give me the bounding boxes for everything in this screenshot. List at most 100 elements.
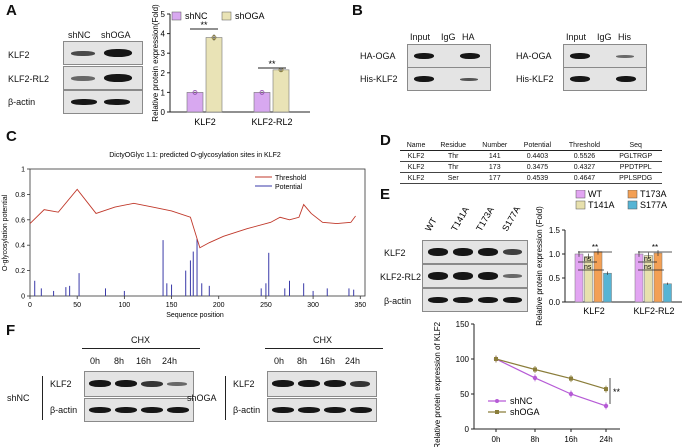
western-blot-strip <box>407 44 491 68</box>
panel-e-lane-labels: WT T141A T173A S177A <box>423 205 522 233</box>
data-point <box>211 35 217 40</box>
y-tick-label: 3 <box>161 49 166 58</box>
western-blot-strip <box>563 44 647 68</box>
panel-label-c: C <box>6 128 17 145</box>
legend-swatch <box>627 200 638 210</box>
time-label: 24h <box>345 356 361 366</box>
table-row: KLF2 Thr 173 0.3475 0.4327 PPDTPPL <box>400 161 662 173</box>
x-tick-label: 0h <box>492 435 501 444</box>
panel-label-d: D <box>380 132 391 149</box>
data-point <box>532 375 538 381</box>
ns-label: ns <box>584 264 592 271</box>
data-point <box>533 367 537 372</box>
significance-label: ** <box>652 243 658 252</box>
bar <box>205 37 223 113</box>
panel-label-a: A <box>6 2 17 19</box>
row-label: KLF2 <box>8 50 30 60</box>
western-blot-strip <box>84 371 194 397</box>
bar <box>593 251 603 303</box>
western-blot-strip <box>422 264 528 288</box>
table-header-row: Name Residue Number Potential Threshold Seq <box>400 140 662 151</box>
x-axis-label: Sequence position <box>166 312 224 319</box>
legend-label: WT <box>588 190 602 199</box>
lane-label: HA <box>462 32 475 42</box>
time-label: 16h <box>320 356 336 366</box>
row-label: HA-OGA <box>516 51 552 61</box>
x-tick-label: 16h <box>564 435 577 444</box>
legend-label: shOGA <box>235 11 265 21</box>
time-label: 0h <box>274 356 285 366</box>
lane-label: His <box>618 32 631 42</box>
legend-label: shOGA <box>510 407 540 417</box>
legend-label: S177A <box>640 200 667 210</box>
threshold-line <box>29 188 356 249</box>
y-tick-label: 5 <box>161 10 166 19</box>
western-blot-strip <box>422 240 528 264</box>
y-tick-label: 0 <box>465 425 470 434</box>
legend-swatch <box>575 200 586 210</box>
bar <box>653 252 663 303</box>
row-label: KLF2-RL2 <box>380 272 422 282</box>
legend-label: Potential <box>275 184 303 191</box>
y-tick-label: 2 <box>161 69 166 78</box>
y-tick-label: 0.2 <box>15 268 25 275</box>
western-blot-strip <box>63 41 143 65</box>
row-label: β-actin <box>8 97 36 107</box>
x-tick-label: 0 <box>28 302 32 309</box>
bar <box>186 92 204 113</box>
legend-label: shNC <box>185 11 208 21</box>
table-row: KLF2 Thr 141 0.4403 0.5526 PGLTRGP <box>400 150 662 162</box>
y-tick-label: 0.6 <box>15 217 25 224</box>
legend-label: T173A <box>640 190 667 199</box>
x-tick-label: KLF2-RL2 <box>633 306 674 316</box>
x-tick-label: 8h <box>531 435 540 444</box>
x-tick-label: 250 <box>260 302 272 309</box>
panel-label-e: E <box>380 186 391 203</box>
lane-label: S177A <box>500 205 522 233</box>
bar <box>574 253 584 303</box>
lane-label: T141A <box>449 205 471 233</box>
legend-label: Threshold <box>275 175 306 182</box>
y-axis-label: Relative protein expression of KLF2 (%) <box>433 320 442 447</box>
row-label: KLF2 <box>233 379 255 389</box>
y-tick-label: 1 <box>21 167 25 174</box>
ns-label: ns <box>584 256 592 263</box>
row-label: β-actin <box>384 296 412 306</box>
western-blot-strip <box>267 398 377 422</box>
western-blot-strip <box>407 67 491 91</box>
lane-label: shNC <box>68 30 91 40</box>
y-tick-label: 0.5 <box>549 274 561 283</box>
western-blot-strip <box>422 288 528 312</box>
bar <box>253 92 271 113</box>
panel-label-b: B <box>352 2 363 19</box>
western-blot-strip <box>84 398 194 422</box>
y-tick-label: 0.4 <box>15 243 25 250</box>
data-point <box>604 387 608 392</box>
x-tick-label: 50 <box>73 302 81 309</box>
y-tick-label: 0 <box>161 108 166 117</box>
bar <box>663 283 672 303</box>
panel-c-line-chart: DictyOGlyc 1.1: predicted O-glycosylatio… <box>2 152 366 319</box>
time-label: 8h <box>297 356 308 366</box>
panel-f-line-chart: 0 50 100 150 0h 8h 16h 24h Relative protein ex… <box>433 320 621 447</box>
treatment-label: CHX <box>131 335 151 345</box>
y-tick-label: 50 <box>460 390 469 399</box>
bar <box>603 272 612 303</box>
row-label: His-KLF2 <box>516 74 554 84</box>
y-axis-label: O-glycosylation potential <box>2 194 9 271</box>
significance-label: ** <box>268 59 276 69</box>
x-tick-label: 350 <box>354 302 366 309</box>
y-tick-label: 1 <box>161 88 166 97</box>
row-label: KLF2-RL2 <box>8 74 50 84</box>
chart-title: DictyOGlyc 1.1: predicted O-glycosylatio… <box>109 152 281 159</box>
table-row: KLF2 Ser 177 0.4539 0.4647 PPLSPDG <box>400 172 662 184</box>
data-point <box>259 90 265 95</box>
time-label: 0h <box>90 356 101 366</box>
y-tick-label: 0.8 <box>15 192 25 199</box>
legend-label: shNC <box>510 396 533 406</box>
y-tick-label: 100 <box>456 355 470 364</box>
western-blot-strip <box>267 371 377 397</box>
data-point <box>603 403 609 409</box>
time-label: 8h <box>114 356 125 366</box>
lane-label: T173A <box>474 205 496 233</box>
